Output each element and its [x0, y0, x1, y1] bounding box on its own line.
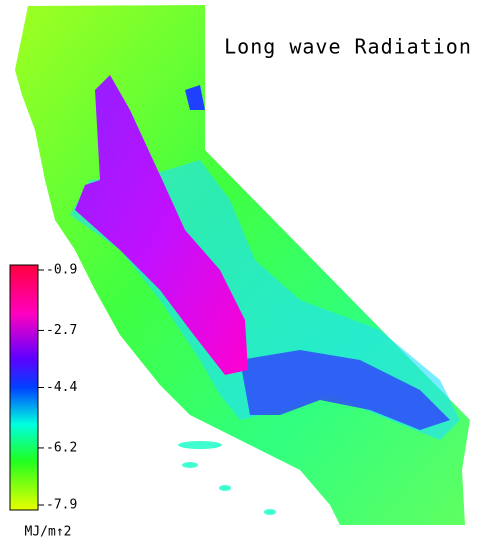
colorbar-tick-label: -0.9	[46, 263, 77, 278]
island	[178, 441, 222, 449]
island	[219, 485, 231, 491]
island	[182, 462, 198, 468]
map-title: Long wave Radiation	[224, 35, 472, 59]
california	[15, 5, 470, 525]
lake	[185, 85, 205, 110]
island	[264, 509, 276, 515]
colorbar-tick-label: -7.9	[46, 498, 77, 513]
central-valley	[75, 75, 248, 375]
colorbar-tick-label: -2.7	[46, 323, 77, 338]
blue-band	[240, 350, 450, 430]
colorbar-tick-label: -6.2	[46, 440, 77, 455]
colorbar-unit: MJ/m↑2	[25, 525, 72, 540]
colorbar	[9, 264, 39, 511]
colorbar-tick-label: -4.4	[46, 380, 77, 395]
